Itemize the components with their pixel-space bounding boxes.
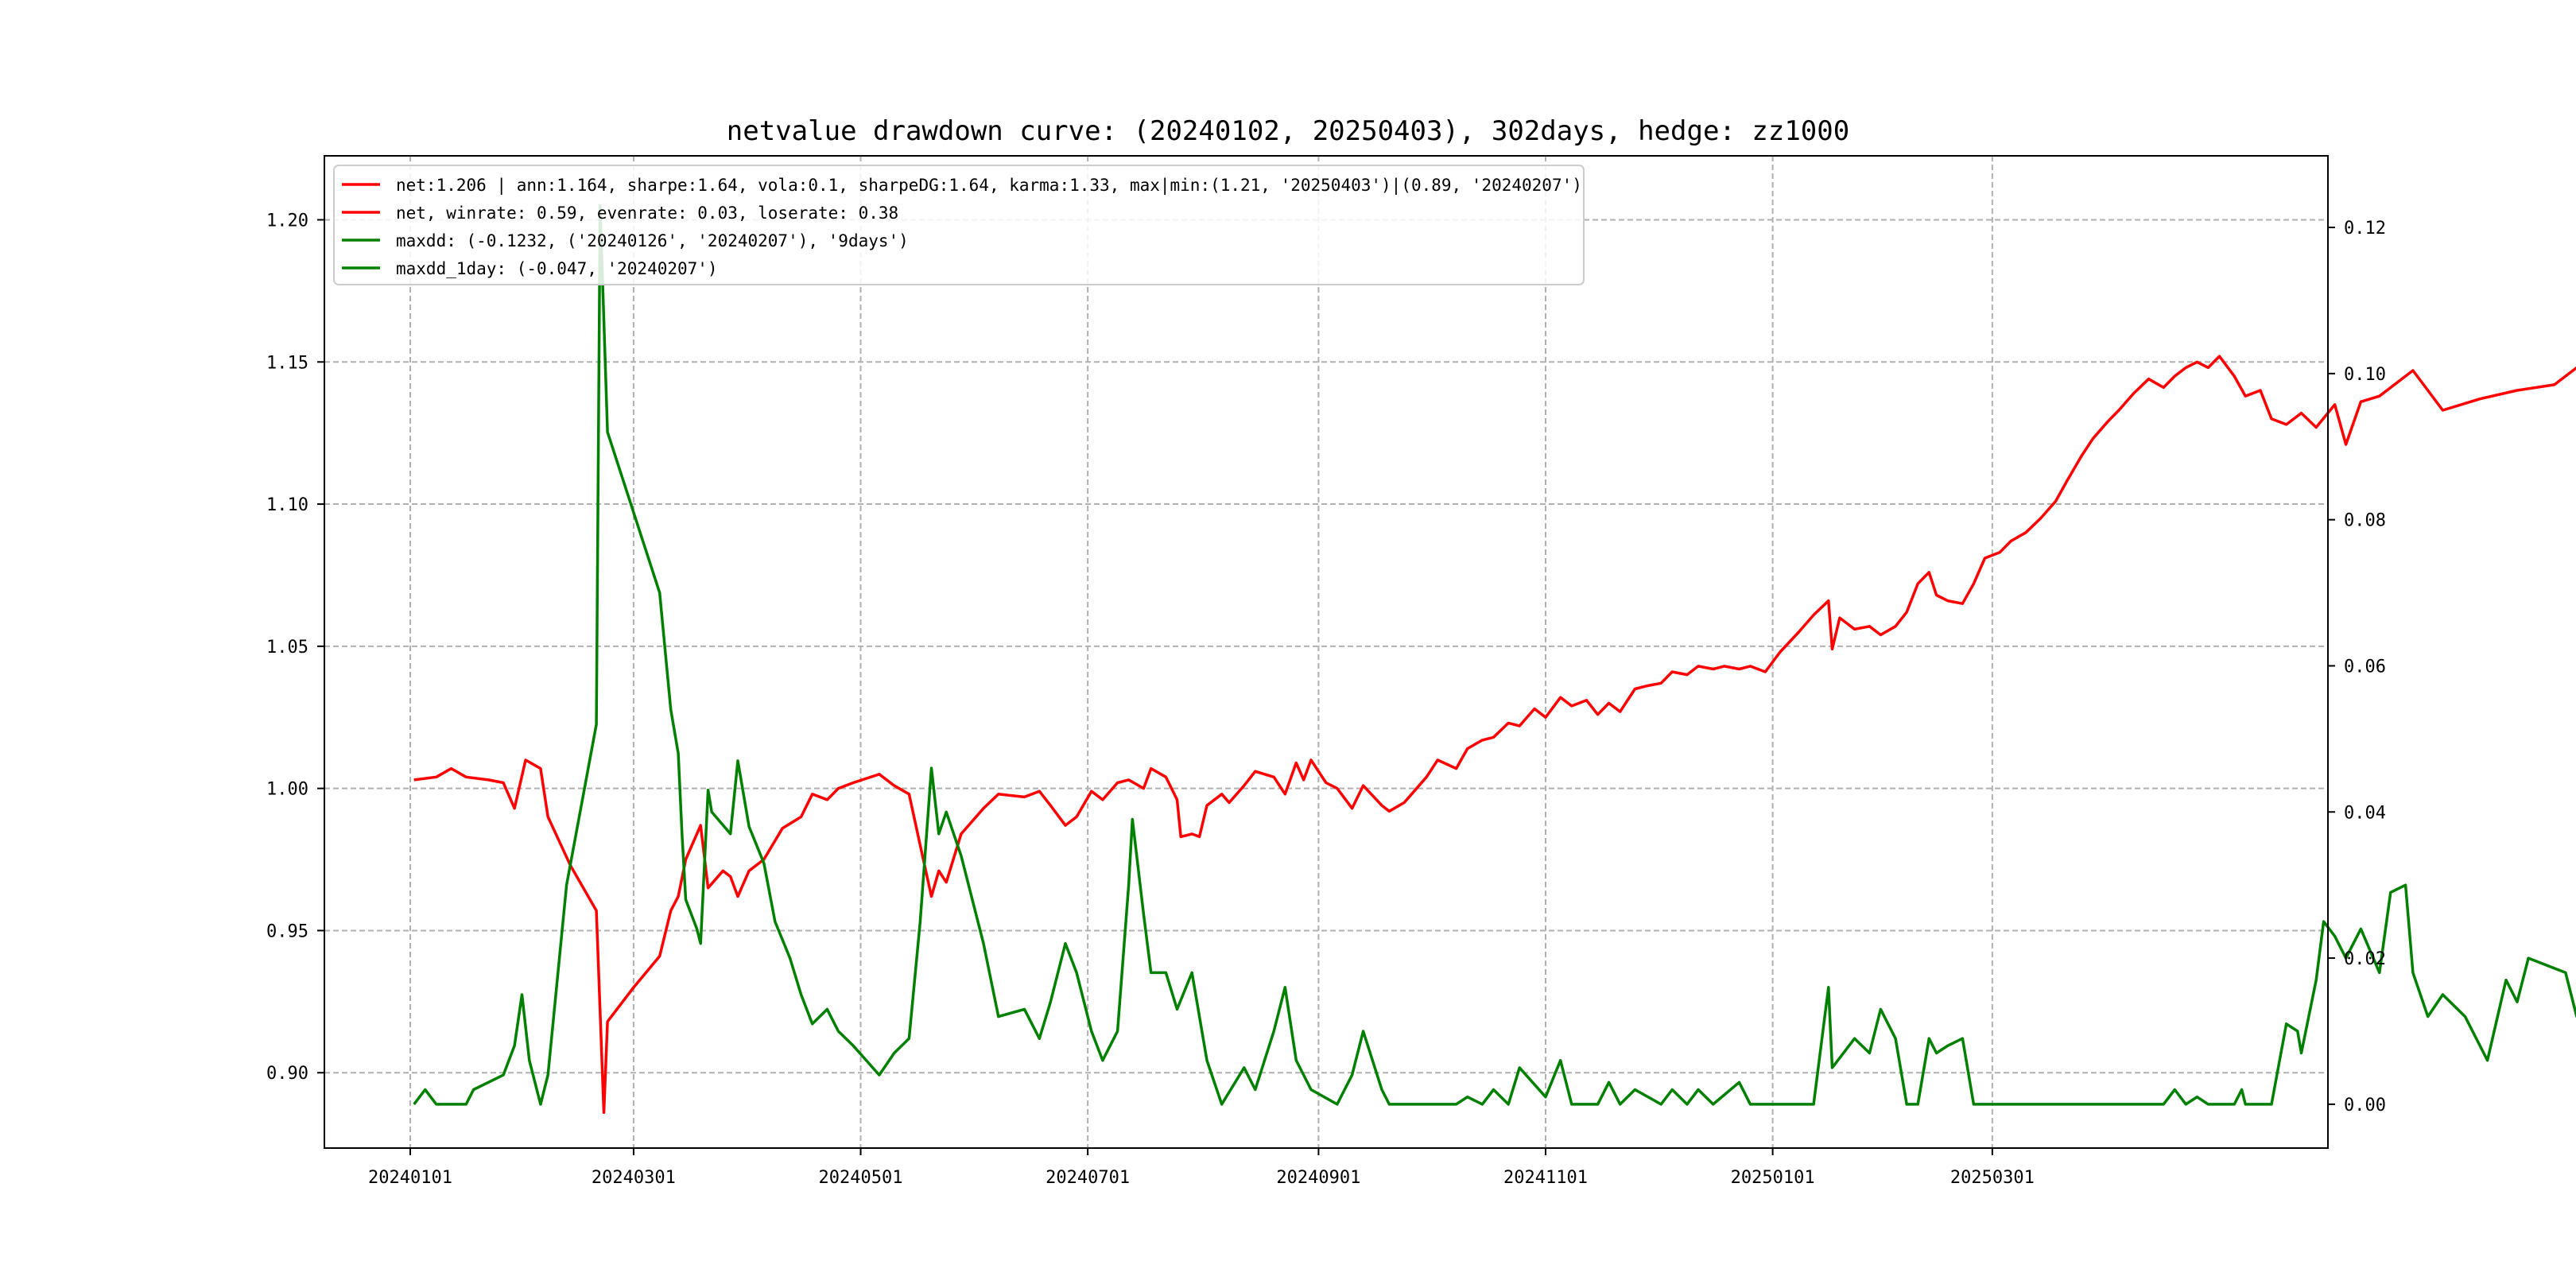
legend: net:1.206 | ann:1.164, sharpe:1.64, vola… [333, 165, 1585, 285]
x-tick-label: 20250301 [1950, 1168, 2035, 1188]
legend-label: net, winrate: 0.59, evenrate: 0.03, lose… [396, 204, 898, 223]
legend-label: net:1.206 | ann:1.164, sharpe:1.64, vola… [396, 176, 1582, 196]
x-tick-label: 20240501 [819, 1168, 903, 1188]
y-left-tick-label: 1.00 [266, 780, 308, 800]
y-left-tick-label: 1.20 [266, 211, 308, 231]
y-right-tick-label: 0.00 [2344, 1096, 2386, 1115]
x-tick-label: 20240301 [592, 1168, 676, 1188]
y-left-tick-label: 0.95 [266, 921, 308, 941]
x-tick-label: 20250101 [1731, 1168, 1815, 1188]
legend-label: maxdd_1day: (-0.047, '20240207') [396, 259, 718, 278]
x-tick-label: 20240901 [1276, 1168, 1360, 1188]
axes: 20240101 20240301 20240501 20240701 20240901… [266, 211, 2386, 1188]
x-tick-label: 20241101 [1503, 1168, 1588, 1188]
legend-box [333, 165, 1585, 285]
x-tick-label: 20240701 [1046, 1168, 1130, 1188]
y-right-tick-label: 0.08 [2344, 511, 2386, 531]
netvalue-line [413, 355, 2576, 1115]
y-right-tick-label: 0.10 [2344, 365, 2386, 385]
plot-frame [324, 155, 2329, 1149]
y-left-tick-label: 1.10 [266, 495, 308, 515]
series-layer [413, 204, 2576, 1115]
y-left-tick-label: 1.15 [266, 353, 308, 373]
y-left-tick-label: 0.90 [266, 1064, 308, 1084]
x-tick-label: 20240101 [368, 1168, 452, 1188]
chart-title: netvalue drawdown curve: (20240102, 2025… [727, 115, 1849, 147]
y-right-tick-label: 0.02 [2344, 949, 2386, 969]
y-right-tick-label: 0.12 [2344, 219, 2386, 239]
y-left-tick-label: 1.05 [266, 638, 308, 658]
y-right-tick-label: 0.04 [2344, 803, 2386, 823]
legend-label: maxdd: (-0.1232, ('20240126', '20240207'… [396, 231, 909, 250]
drawdown-line [413, 204, 2576, 1106]
y-right-tick-label: 0.06 [2344, 657, 2386, 677]
